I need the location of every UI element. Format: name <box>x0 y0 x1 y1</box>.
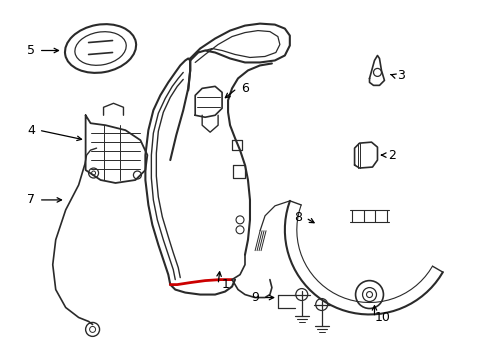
Text: 4: 4 <box>27 124 35 137</box>
Text: 5: 5 <box>27 44 35 57</box>
Text: 8: 8 <box>293 211 301 224</box>
Text: 1: 1 <box>222 278 229 291</box>
Text: 6: 6 <box>241 82 248 95</box>
Text: 3: 3 <box>397 69 405 82</box>
Text: 7: 7 <box>27 193 35 206</box>
Text: 10: 10 <box>374 311 389 324</box>
Text: 9: 9 <box>250 291 258 304</box>
Text: 2: 2 <box>387 149 396 162</box>
